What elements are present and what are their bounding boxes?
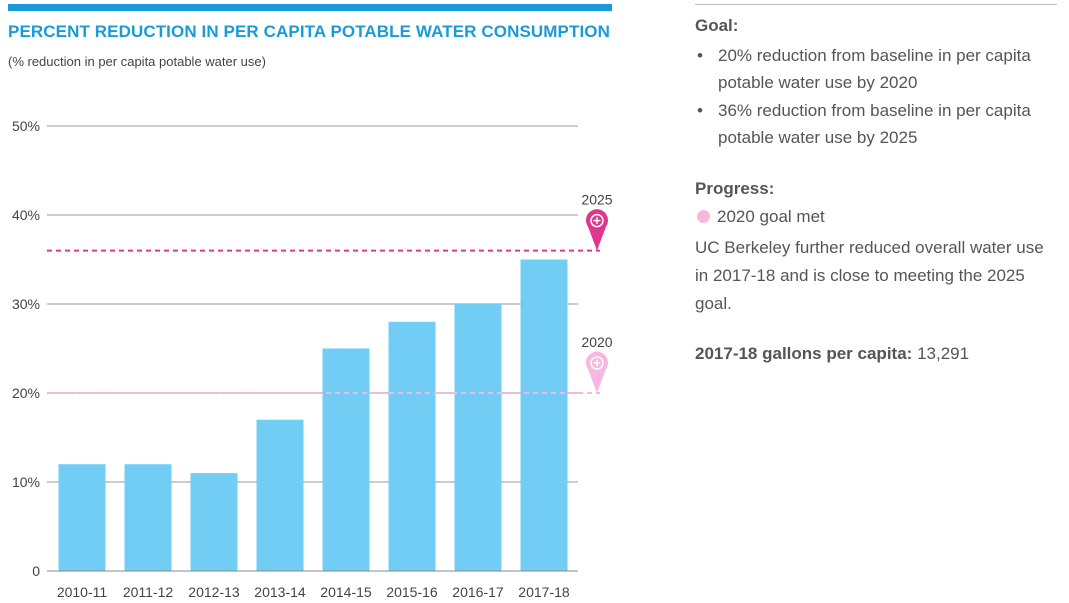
progress-text: UC Berkeley further reduced overall wate… [695,238,1044,313]
goal-item: • 36% reduction from baseline in per cap… [695,97,1060,151]
reference-line-label: 2020 [581,334,612,350]
goal-list: • 20% reduction from baseline in per cap… [695,42,1060,152]
x-tick-label: 2011-12 [123,584,174,600]
bar [520,259,568,571]
gallons-label: 2017-18 gallons per capita: [695,344,913,363]
chart-panel: PERCENT REDUCTION IN PER CAPITA POTABLE … [8,4,613,600]
bullet-icon: • [697,101,703,120]
gallons-value: 13,291 [917,344,970,363]
goal-marker-icon [586,209,608,251]
chart-subtitle: (% reduction in per capita potable water… [8,54,266,69]
progress-status-text: 2020 goal met [717,207,825,226]
reference-line-label: 2025 [581,192,612,208]
progress-status: 2020 goal met [695,204,825,230]
x-tick-label: 2016-17 [452,584,504,600]
x-tick-label: 2015-16 [386,584,438,600]
y-tick-label: 20% [12,385,40,401]
y-tick-label: 30% [12,296,40,312]
bar [454,304,502,571]
bar [388,321,436,571]
info-rule [695,4,1057,5]
plus-circle-icon [590,356,604,370]
info-panel: Goal: • 20% reduction from baseline in p… [695,0,1065,603]
bar [190,473,238,571]
y-tick-label: 50% [12,118,40,134]
y-tick-label: 40% [12,207,40,223]
x-tick-label: 2014-15 [320,584,372,600]
x-tick-label: 2012-13 [188,584,240,600]
status-dot-icon [697,210,710,223]
gallons-per-capita: 2017-18 gallons per capita: 13,291 [695,344,969,364]
bar [124,464,172,571]
plus-circle-icon [590,213,604,228]
goal-text: 20% reduction from baseline in per capit… [718,46,1031,92]
goal-heading: Goal: [695,16,739,35]
chart-title: PERCENT REDUCTION IN PER CAPITA POTABLE … [8,22,610,41]
top-rule [8,4,612,11]
bar [256,419,304,571]
goal-item: • 20% reduction from baseline in per cap… [695,42,1060,96]
progress-heading: Progress: [695,179,775,198]
x-tick-label: 2010-11 [57,584,108,600]
y-tick-label: 0 [32,563,40,579]
bar [322,348,370,571]
x-tick-label: 2013-14 [254,584,306,600]
goal-marker-icon [586,351,608,393]
bar [58,464,106,571]
goal-text: 36% reduction from baseline in per capit… [718,101,1031,147]
bar-chart: 0 10% 20% 30% 40% 50% 2010-11 2011-12 2012-13 201… [12,118,613,600]
x-tick-label: 2017-18 [518,584,570,600]
y-tick-label: 10% [12,474,40,490]
bullet-icon: • [697,46,703,65]
